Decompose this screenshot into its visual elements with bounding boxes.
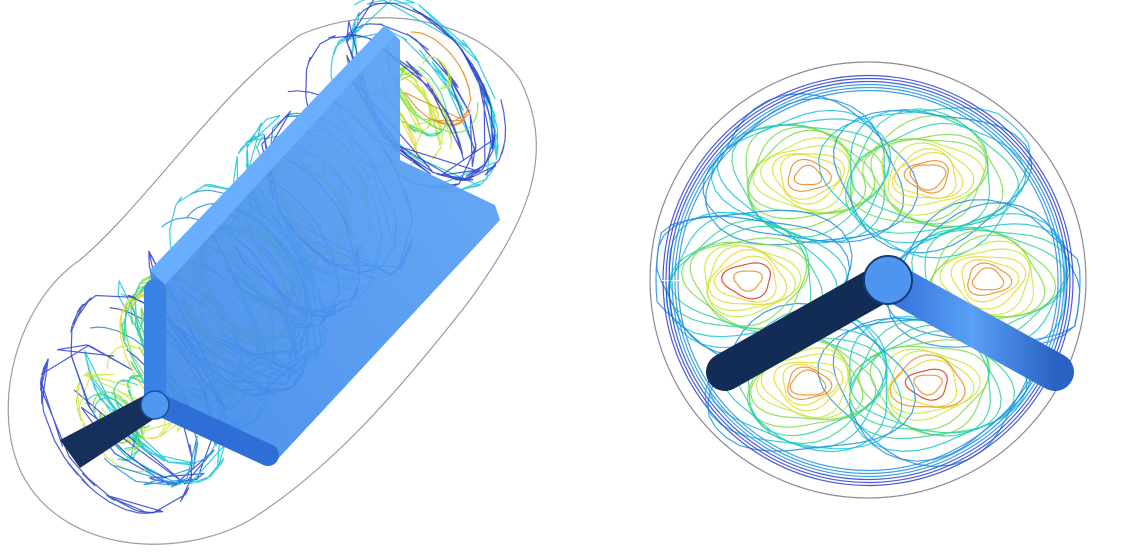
flow-visualization (0, 0, 1128, 556)
top-view (650, 62, 1086, 498)
oblique-view (8, 0, 536, 544)
impeller-hub (141, 391, 169, 419)
impeller-hub (864, 256, 912, 304)
page: (() => { const NS = 'http://www.w3.org/2… (0, 0, 1128, 556)
